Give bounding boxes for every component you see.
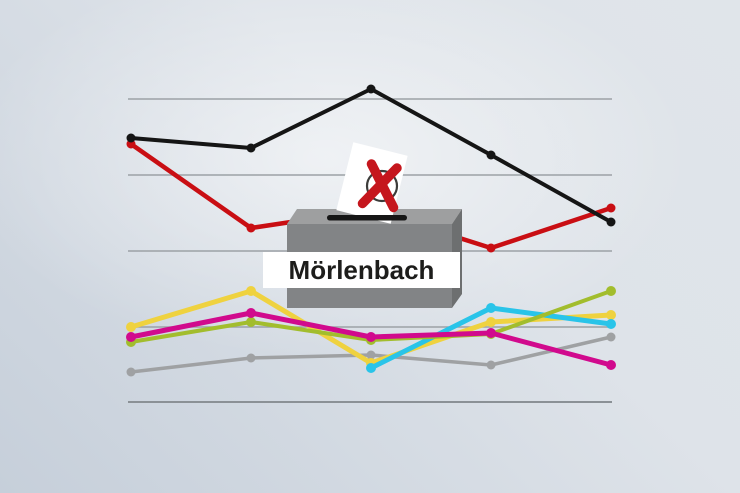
gray-line [126,332,616,377]
municipality-name: Mörlenbach [288,254,435,285]
yellow-line-marker [606,310,616,320]
yellow-line-marker [246,286,256,296]
cyan-line [366,303,616,373]
green-line-marker [606,286,616,296]
magenta-line-marker [246,308,256,318]
vote-circle-icon [365,169,399,203]
magenta-line-marker [366,332,376,342]
gray-line-marker [126,367,136,377]
red-line-marker [246,223,256,233]
yellow-line-marker [126,322,136,332]
series-lines [126,84,616,377]
cyan-line-marker [606,319,616,329]
green-line-marker [246,317,256,327]
magenta-line-marker [126,332,136,342]
yellow-line-marker [486,317,496,327]
black-line-marker [126,133,136,143]
ballot-slot [327,215,407,221]
vote-x-icon [357,163,402,209]
gray-line-marker [606,332,616,342]
magenta-line-marker [486,328,496,338]
gray-line-marker [486,360,496,370]
cyan-line-marker [486,303,496,313]
gray-line-marker [366,350,376,360]
magenta-line [126,308,616,370]
black-line [126,84,616,227]
red-line-marker [606,203,616,213]
gray-line-marker [246,353,256,363]
cyan-line-marker [366,363,376,373]
black-line-marker [606,217,616,227]
municipality-label: Mörlenbach [263,252,460,288]
magenta-line-marker [606,360,616,370]
black-line-marker [246,143,256,153]
red-line-marker [486,243,496,253]
black-line-marker [366,84,376,94]
black-line-marker [486,150,496,160]
